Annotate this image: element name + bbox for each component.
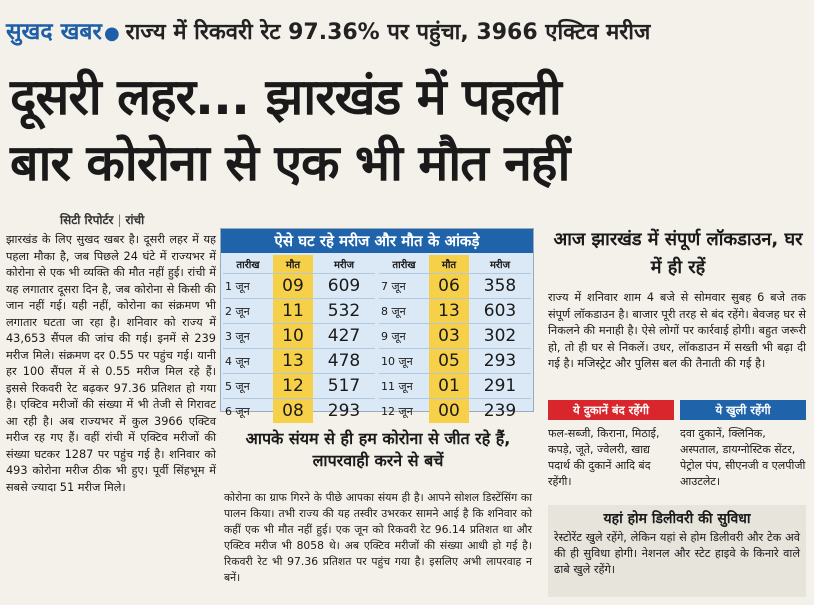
cell-deaths: 08	[273, 398, 313, 423]
table-row: 12 जून 00 239	[379, 398, 531, 423]
cell-deaths: 00	[429, 398, 469, 423]
cell-date: 12 जून	[379, 398, 429, 423]
stats-table-left-body: 1 जून 09 609 2 जून 11 532 3 जून 10 427 4 जून 13 478…	[223, 273, 375, 423]
cell-patients: 603	[469, 298, 531, 324]
home-delivery-box: यहां होम डिलीवरी की सुविधा रेस्टोरेंट खु…	[548, 505, 806, 597]
cell-patients: 293	[313, 398, 375, 423]
right-article-body: राज्य में शनिवार शाम 4 बजे से सोमवार सुब…	[548, 291, 806, 370]
table-row: 9 जून 03 302	[379, 323, 531, 349]
home-delivery-header: यहां होम डिलीवरी की सुविधा	[603, 511, 751, 527]
cell-deaths: 05	[429, 348, 469, 374]
bullet-icon: ●	[103, 23, 120, 44]
cell-date: 11 जून	[379, 373, 429, 399]
left-article: झारखंड के लिए सुखद खबर है। दूसरी लहर में…	[6, 233, 216, 494]
middle-article-body: कोरोना का ग्राफ गिरने के पीछे आपका संयम …	[224, 491, 532, 584]
cell-date: 6 जून	[223, 398, 273, 423]
header-patients: मरीज	[333, 260, 355, 271]
headline: दूसरी लहर... झारखंड में पहली बार कोरोना …	[10, 64, 810, 196]
header-deaths: मौत	[273, 255, 313, 274]
closed-shops-box: ये दुकानें बंद रहेंगी फल-सब्जी, किराना, …	[548, 400, 674, 490]
stats-table-left: तारीख मौत मरीज 1 जून 09 609 2 जून 11 532 3 जून…	[223, 255, 375, 423]
table-row: 5 जून 12 517	[223, 373, 375, 399]
cell-date: 4 जून	[223, 348, 273, 374]
byline-separator: |	[117, 213, 122, 227]
closed-shops-header: ये दुकानें बंद रहेंगी	[548, 400, 674, 420]
stats-table-title: ऐसे घट रहे मरीज और मौत के आंकड़े	[221, 229, 533, 253]
closed-shops-text: फल-सब्जी, किराना, मिठाई, कपड़े, जूते, ज्…	[548, 427, 660, 488]
table-row: 10 जून 05 293	[379, 348, 531, 374]
middle-article-heading: आपके संयम से ही हम कोरोना से जीत रहे हैं…	[245, 429, 511, 470]
cell-date: 5 जून	[223, 373, 273, 399]
cell-deaths: 12	[273, 373, 313, 399]
cell-patients: 293	[469, 348, 531, 374]
table-row: 1 जून 09 609	[223, 273, 375, 299]
cell-patients: 302	[469, 323, 531, 349]
strap: सुखद खबर ● राज्य में रिकवरी रेट 97.36% पर …	[6, 14, 806, 50]
cell-patients: 609	[313, 273, 375, 299]
cell-deaths: 06	[429, 273, 469, 299]
strap-subtitle: राज्य में रिकवरी रेट 97.36% पर पहुंचा, 3…	[125, 20, 651, 45]
cell-deaths: 10	[273, 323, 313, 349]
cell-deaths: 03	[429, 323, 469, 349]
table-row: 7 जून 06 358	[379, 273, 531, 299]
byline-reporter: सिटी रिपोर्टर	[60, 213, 114, 227]
open-shops-header: ये खुली रहेंगी	[680, 400, 806, 420]
table-row: 8 जून 13 603	[379, 298, 531, 324]
cell-date: 3 जून	[223, 323, 273, 349]
cell-deaths: 13	[429, 298, 469, 324]
stats-table: ऐसे घट रहे मरीज और मौत के आंकड़े तारीख म…	[220, 228, 534, 423]
open-shops-box: ये खुली रहेंगी दवा दुकानें, क्लिनिक, अस्…	[680, 400, 806, 490]
headline-line-2: बार कोरोना से एक भी मौत नहीं	[10, 134, 570, 192]
stats-table-right: तारीख मौत मरीज 7 जून 06 358 8 जून 13 603 9 जून…	[379, 255, 531, 423]
header-patients: मरीज	[489, 260, 511, 271]
header-date: तारीख	[236, 260, 260, 271]
cell-deaths: 09	[273, 273, 313, 299]
byline-city: रांची	[125, 213, 145, 227]
cell-date: 1 जून	[223, 273, 273, 299]
cell-deaths: 01	[429, 373, 469, 399]
header-date: तारीख	[392, 260, 416, 271]
cell-date: 2 जून	[223, 298, 273, 324]
stats-table-right-body: 7 जून 06 358 8 जून 13 603 9 जून 03 302 10 जून 05 29…	[379, 273, 531, 423]
cell-date: 8 जून	[379, 298, 429, 324]
home-delivery-text: रेस्टोरेंट खुले रहेंगे, लेकिन यहां से हो…	[554, 531, 800, 576]
table-row: 6 जून 08 293	[223, 398, 375, 423]
table-row: 11 जून 01 291	[379, 373, 531, 399]
cell-patients: 517	[313, 373, 375, 399]
cell-patients: 239	[469, 398, 531, 423]
cell-patients: 478	[313, 348, 375, 374]
headline-line-1: दूसरी लहर... झारखंड में पहली	[10, 68, 562, 126]
header-deaths: मौत	[429, 255, 469, 274]
cell-deaths: 13	[273, 348, 313, 374]
cell-date: 9 जून	[379, 323, 429, 349]
cell-patients: 358	[469, 273, 531, 299]
byline: सिटी रिपोर्टर | रांची	[60, 211, 144, 228]
table-row: 2 जून 11 532	[223, 298, 375, 324]
cell-date: 7 जून	[379, 273, 429, 299]
cell-patients: 291	[469, 373, 531, 399]
open-shops-text: दवा दुकानें, क्लिनिक, अस्पताल, डायग्नोस्…	[680, 427, 806, 488]
table-row: 3 जून 10 427	[223, 323, 375, 349]
cell-patients: 532	[313, 298, 375, 324]
cell-patients: 427	[313, 323, 375, 349]
right-article-heading: आज झारखंड में संपूर्ण लॉकडाउन, घर में ही…	[553, 229, 803, 278]
cell-deaths: 11	[273, 298, 313, 324]
cell-date: 10 जून	[379, 348, 429, 374]
table-row: 4 जून 13 478	[223, 348, 375, 374]
strap-tag: सुखद खबर	[6, 19, 102, 45]
